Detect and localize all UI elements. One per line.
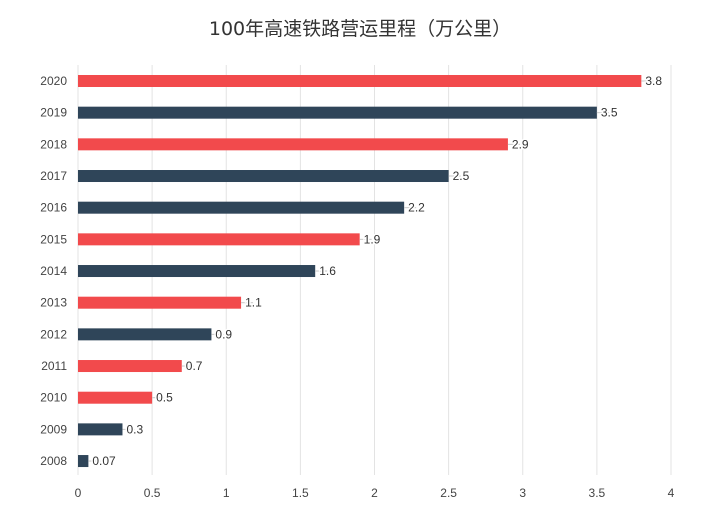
bar xyxy=(78,265,316,278)
data-label: 2.2 xyxy=(408,201,425,215)
y-tick-label: 2017 xyxy=(40,169,67,183)
data-label: 2.5 xyxy=(453,169,470,183)
x-tick-label: 3 xyxy=(519,486,526,500)
x-tick-label: 1 xyxy=(223,486,230,500)
x-tick-label: 3.5 xyxy=(589,486,606,500)
data-label: 0.5 xyxy=(156,391,173,405)
y-tick-label: 2008 xyxy=(40,454,67,468)
x-tick-label: 2 xyxy=(371,486,378,500)
y-tick-label: 2010 xyxy=(40,391,67,405)
data-label: 1.6 xyxy=(319,264,336,278)
y-tick-label: 2020 xyxy=(40,74,67,88)
y-tick-label: 2016 xyxy=(40,201,67,215)
bar xyxy=(78,296,242,309)
x-tick-label: 1.5 xyxy=(292,486,309,500)
y-tick-label: 2015 xyxy=(40,232,67,246)
data-label: 3.5 xyxy=(601,106,618,120)
data-label: 2.9 xyxy=(512,137,529,151)
y-tick-label: 2018 xyxy=(40,137,67,151)
bar xyxy=(78,328,212,341)
x-tick-label: 0.5 xyxy=(144,486,161,500)
y-tick-label: 2011 xyxy=(41,359,67,373)
data-label: 0.7 xyxy=(186,359,203,373)
bar xyxy=(78,423,123,436)
y-tick-label: 2012 xyxy=(40,327,67,341)
data-label: 3.8 xyxy=(645,74,662,88)
x-tick-label: 2.5 xyxy=(440,486,457,500)
y-tick-label: 2013 xyxy=(40,296,67,310)
x-tick-label: 4 xyxy=(668,486,675,500)
y-tick-label: 2014 xyxy=(40,264,67,278)
bar xyxy=(78,360,182,373)
data-label: 0.07 xyxy=(92,454,116,468)
bar xyxy=(78,201,405,214)
bar xyxy=(78,233,360,246)
bar xyxy=(78,106,597,119)
y-tick-label: 2009 xyxy=(40,422,67,436)
bar xyxy=(78,391,153,404)
data-label: 0.9 xyxy=(215,327,232,341)
bar xyxy=(78,455,89,468)
data-label: 1.1 xyxy=(245,296,262,310)
bar xyxy=(78,170,449,183)
x-tick-label: 0 xyxy=(75,486,82,500)
chart-title: 100年高速铁路营运里程（万公里） xyxy=(208,18,512,40)
bar xyxy=(78,138,508,151)
data-label: 0.3 xyxy=(126,422,143,436)
y-tick-label: 2019 xyxy=(40,106,67,120)
bar xyxy=(78,75,642,87)
data-label: 1.9 xyxy=(364,232,381,246)
